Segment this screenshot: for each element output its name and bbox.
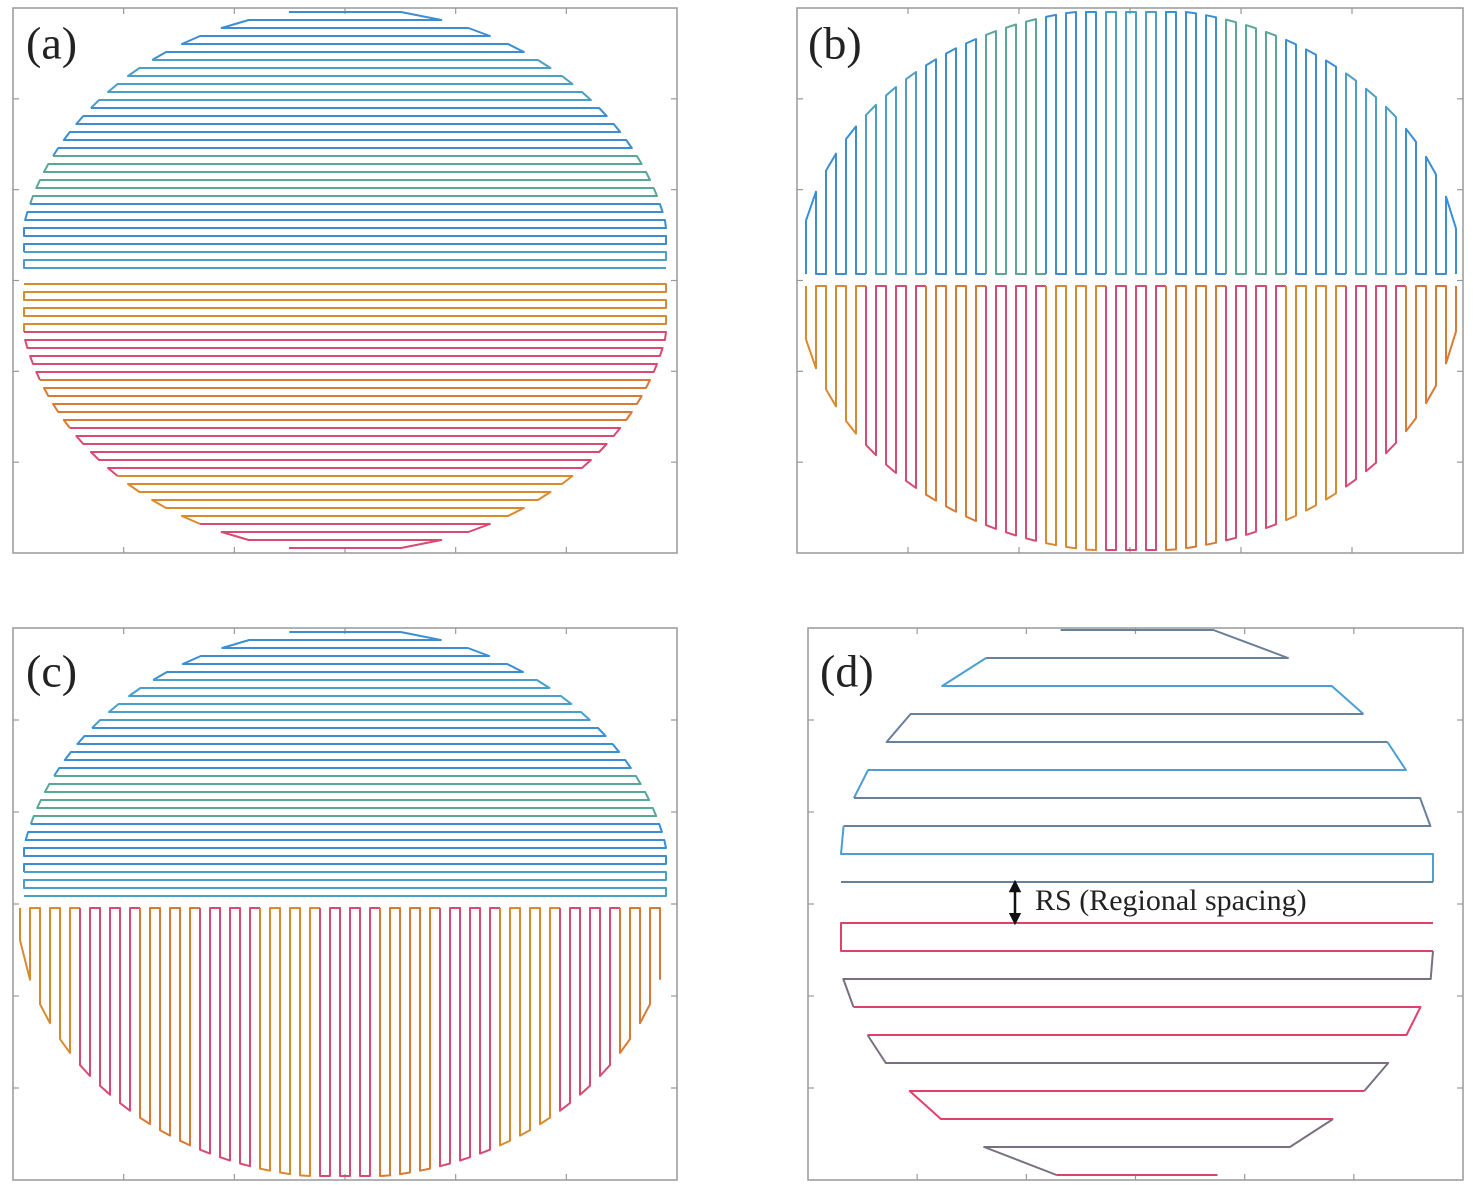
scan-path: [840, 825, 1434, 882]
scan-path: [79, 907, 140, 1112]
scan-path: [439, 907, 500, 1168]
scan-path: [865, 285, 926, 489]
scan-path: [941, 657, 1365, 715]
scan-path: [1405, 285, 1457, 433]
scan-path: [200, 523, 491, 549]
scan-path: [1045, 11, 1106, 275]
scan-path: [1105, 11, 1166, 275]
scan-path: [843, 797, 1432, 827]
scan-path: [117, 475, 574, 525]
scan-path: [853, 741, 1407, 799]
scan-path: [29, 775, 658, 825]
scan-path: [925, 285, 986, 522]
scan-path: [619, 907, 661, 1054]
scan-path: [379, 907, 440, 1177]
scan-path: [985, 18, 1046, 275]
scan-path: [1345, 285, 1406, 488]
scan-path: [805, 285, 866, 435]
scan-path: [29, 155, 658, 205]
scan-path: [23, 871, 667, 897]
scan-path: [1285, 285, 1346, 522]
scan-path: [499, 907, 560, 1147]
panel-frame: [12, 627, 678, 1181]
scan-path: [885, 713, 1388, 743]
scan-path: [908, 1090, 1365, 1120]
scan-path: [259, 907, 320, 1177]
scan-path: [1045, 285, 1106, 551]
scan-paths: [13, 8, 1463, 1180]
scan-path: [319, 907, 380, 1177]
scan-path: [139, 907, 200, 1147]
scan-path: [866, 1034, 1390, 1092]
annotation: RS (Regional spacing): [1035, 884, 1307, 917]
scan-path: [1225, 285, 1286, 542]
scan-path: [853, 1006, 1422, 1036]
scan-path: [1105, 285, 1166, 551]
scan-path: [1285, 38, 1346, 275]
scan-path: [1165, 11, 1226, 275]
scan-path: [986, 629, 1289, 659]
scan-path: [52, 107, 633, 157]
scan-path: [865, 71, 926, 275]
panel-label: (a): [26, 18, 77, 69]
scan-path: [985, 285, 1046, 542]
scan-path: [53, 727, 632, 777]
panel-label: (b): [808, 18, 862, 69]
scan-path: [23, 283, 667, 332]
scan-path: [925, 38, 986, 275]
scan-path: [1345, 72, 1406, 275]
scan-path: [19, 907, 80, 1054]
scan-path: [23, 251, 667, 269]
scan-path: [842, 950, 1434, 1008]
scan-path: [151, 11, 525, 61]
scan-path: [199, 907, 260, 1168]
scan-path: [24, 331, 667, 381]
scan-path: [983, 1118, 1334, 1176]
scan-path: [90, 59, 592, 109]
scan-path: [1405, 127, 1457, 275]
scan-path: [559, 907, 620, 1112]
scan-path: [805, 125, 866, 275]
scan-path: [40, 379, 651, 429]
panel-label: (d): [820, 646, 874, 697]
scan-path: [91, 679, 591, 729]
scan-path: [1165, 285, 1226, 551]
scan-path: [840, 922, 1433, 952]
scan-path: [69, 427, 622, 477]
scan-path: [23, 823, 667, 872]
panel-label: (c): [26, 646, 77, 697]
scan-path: [23, 203, 667, 252]
scan-path: [152, 631, 524, 681]
scan-path: [1225, 18, 1286, 275]
